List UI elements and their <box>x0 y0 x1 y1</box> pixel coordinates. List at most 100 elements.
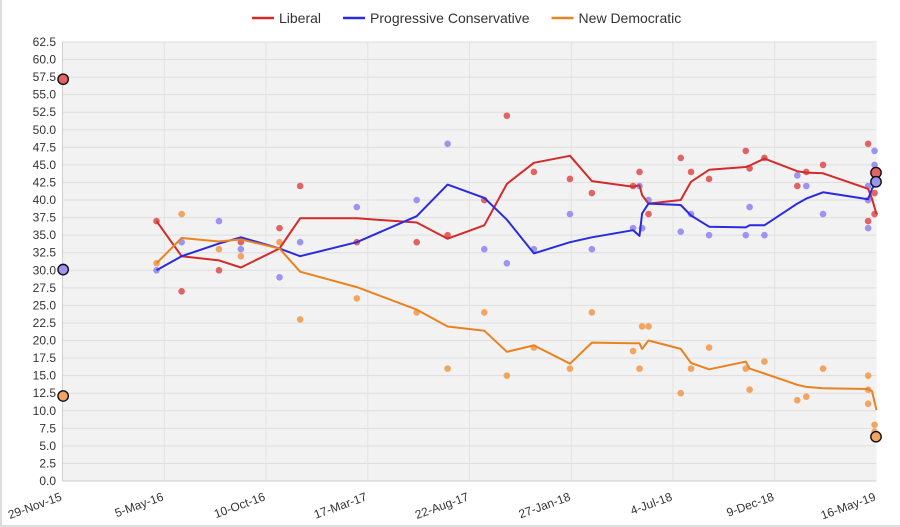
y-tick-label: 5.0 <box>39 439 56 453</box>
trend-line-ndp <box>155 237 878 411</box>
legend: Liberal Progressive Conservative New Democ… <box>252 10 681 26</box>
y-tick-label: 20.0 <box>33 334 57 348</box>
y-tick-label: 57.5 <box>33 70 57 84</box>
y-tick-label: 12.5 <box>33 386 57 400</box>
poll-dot-ndp <box>645 323 652 330</box>
poll-dot-pc <box>746 203 753 211</box>
election-marker-pc <box>57 263 70 276</box>
election-marker-lib <box>57 73 70 86</box>
poll-dot-ndp <box>638 323 646 330</box>
election-results <box>57 73 882 443</box>
poll-dot-pc <box>677 228 685 235</box>
poll-dot-pc <box>503 259 511 267</box>
poll-dot-lib <box>645 210 652 218</box>
poll-dot-lib <box>742 147 750 155</box>
x-tick-label: 29-Nov-15 <box>6 490 64 522</box>
poll-dot-lib <box>636 168 643 176</box>
poll-dot-lib <box>215 266 223 274</box>
x-axis: 29-Nov-15 5-May-16 10-Oct-16 17-Mar-17 22-Au… <box>6 480 878 523</box>
y-tick-label: 52.5 <box>33 105 57 119</box>
poll-dot-lib <box>864 217 872 225</box>
poll-dot-lib <box>588 189 596 197</box>
poll-dot-ndp <box>276 238 283 246</box>
poll-dot-lib <box>871 189 878 197</box>
y-tick-label: 62.5 <box>33 35 57 49</box>
poll-dot-ndp <box>746 386 753 393</box>
poll-dot-pc <box>819 210 827 218</box>
poll-dot-ndp <box>353 295 361 302</box>
poll-dot-ndp <box>178 210 185 218</box>
poll-dot-pc <box>705 231 713 239</box>
poll-dot-ndp <box>761 358 768 365</box>
y-tick-label: 37.5 <box>33 211 57 225</box>
poll-dot-pc <box>588 245 596 253</box>
poll-dot-ndp <box>742 365 750 372</box>
poll-dot-pc <box>864 224 872 232</box>
x-tick-label: 9-Dec-18 <box>725 490 776 520</box>
poll-dot-lib <box>178 288 185 295</box>
poll-dot-pc <box>353 203 361 211</box>
y-tick-label: 7.5 <box>39 421 56 435</box>
poll-dot-pc <box>215 217 223 225</box>
y-tick-label: 50.0 <box>33 123 57 137</box>
poll-dot-pc <box>761 231 768 239</box>
legend-label-pc: Progressive Conservative <box>370 10 530 26</box>
poll-dot-lib <box>503 112 511 120</box>
poll-dot-lib <box>819 161 827 169</box>
poll-dot-ndp <box>803 393 810 401</box>
poll-dot-pc <box>276 274 283 281</box>
poll-dot-lib <box>793 182 801 190</box>
legend-label-lib: Liberal <box>279 10 321 26</box>
poll-dot-pc <box>413 196 420 204</box>
y-tick-label: 25.0 <box>33 298 57 312</box>
poll-dot-pc <box>793 172 801 179</box>
x-tick-label: 16-May-19 <box>819 490 878 523</box>
poll-dot-ndp <box>819 365 827 372</box>
gridlines <box>62 41 877 481</box>
poll-dot-lib <box>530 168 538 176</box>
poll-dot-lib <box>677 154 685 162</box>
y-tick-label: 17.5 <box>33 351 57 365</box>
poll-dot-ndp <box>864 372 872 379</box>
poll-dot-pc <box>237 245 245 253</box>
poll-dot-ndp <box>871 421 878 429</box>
poll-dot-ndp <box>793 396 801 404</box>
poll-dot-ndp <box>215 245 223 253</box>
x-tick-label: 22-Aug-17 <box>413 490 471 522</box>
y-tick-label: 2.5 <box>39 456 56 470</box>
y-tick-label: 35.0 <box>33 228 57 242</box>
y-axis: 0.0 2.5 5.0 7.5 10.0 12.5 15.0 17.5 20.0 22.5 25.0… <box>33 35 63 488</box>
poll-dot-lib <box>871 210 878 218</box>
poll-dot-pc <box>871 161 878 169</box>
poll-dot-lib <box>705 175 713 183</box>
poll-dot-lib <box>566 175 574 183</box>
election-marker-pc <box>870 175 882 188</box>
x-tick-label: 10-Oct-16 <box>212 490 267 522</box>
legend-label-ndp: New Democratic <box>579 10 682 26</box>
y-tick-label: 10.0 <box>33 404 57 418</box>
poll-dot-lib <box>864 140 872 148</box>
poll-dot-pc <box>444 140 451 148</box>
y-tick-label: 0.0 <box>39 474 56 488</box>
poll-dot-ndp <box>677 389 685 397</box>
y-tick-label: 40.0 <box>33 193 57 207</box>
trend-line-pc <box>156 181 878 272</box>
y-tick-label: 47.5 <box>33 140 57 154</box>
trend-lines <box>155 154 878 411</box>
poll-dot-pc <box>871 147 878 155</box>
poll-dot-pc <box>742 231 750 239</box>
y-tick-label: 45.0 <box>33 158 57 172</box>
trend-line-lib <box>155 154 878 269</box>
x-tick-label: 27-Jan-18 <box>517 490 573 522</box>
poll-dot-ndp <box>588 309 596 316</box>
poll-dot-ndp <box>705 344 713 351</box>
y-tick-label: 55.0 <box>33 88 57 102</box>
poll-dot-ndp <box>237 252 245 260</box>
poll-dot-ndp <box>296 316 304 323</box>
poll-dot-ndp <box>636 365 643 372</box>
y-tick-label: 32.5 <box>33 246 57 260</box>
y-tick-label: 22.5 <box>33 316 57 330</box>
y-tick-label: 15.0 <box>33 369 57 383</box>
poll-dot-pc <box>481 245 488 253</box>
